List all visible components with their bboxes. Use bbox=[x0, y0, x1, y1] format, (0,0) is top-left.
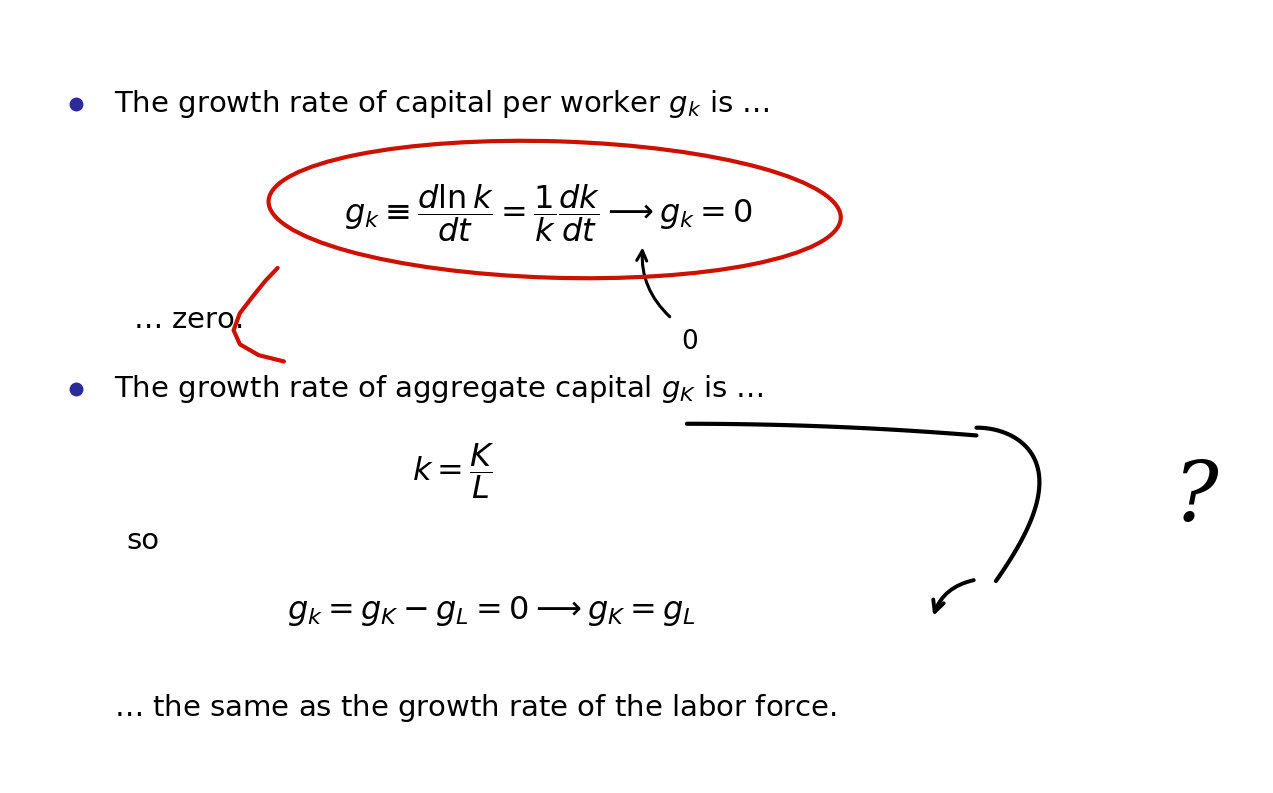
Text: $0$: $0$ bbox=[681, 329, 698, 354]
Text: The growth rate of aggregate capital $g_K$ is $\ldots$: The growth rate of aggregate capital $g_… bbox=[115, 373, 764, 404]
Text: ?: ? bbox=[1175, 458, 1220, 538]
Text: $\ldots$ zero.: $\ldots$ zero. bbox=[132, 306, 242, 334]
Text: $g_k = g_K - g_L = 0 \longrightarrow g_K = g_L$: $g_k = g_K - g_L = 0 \longrightarrow g_K… bbox=[288, 594, 696, 628]
Text: $\ldots$ the same as the growth rate of the labor force.: $\ldots$ the same as the growth rate of … bbox=[115, 692, 836, 724]
Text: $g_k \equiv \dfrac{d\ln k}{dt} = \dfrac{1}{k}\dfrac{dk}{dt} \longrightarrow g_k : $g_k \equiv \dfrac{d\ln k}{dt} = \dfrac{… bbox=[344, 182, 752, 244]
Text: so: so bbox=[126, 527, 159, 554]
Text: The growth rate of capital per worker $g_k$ is $\ldots$: The growth rate of capital per worker $g… bbox=[115, 88, 770, 121]
Text: $k = \dfrac{K}{L}$: $k = \dfrac{K}{L}$ bbox=[412, 441, 495, 500]
